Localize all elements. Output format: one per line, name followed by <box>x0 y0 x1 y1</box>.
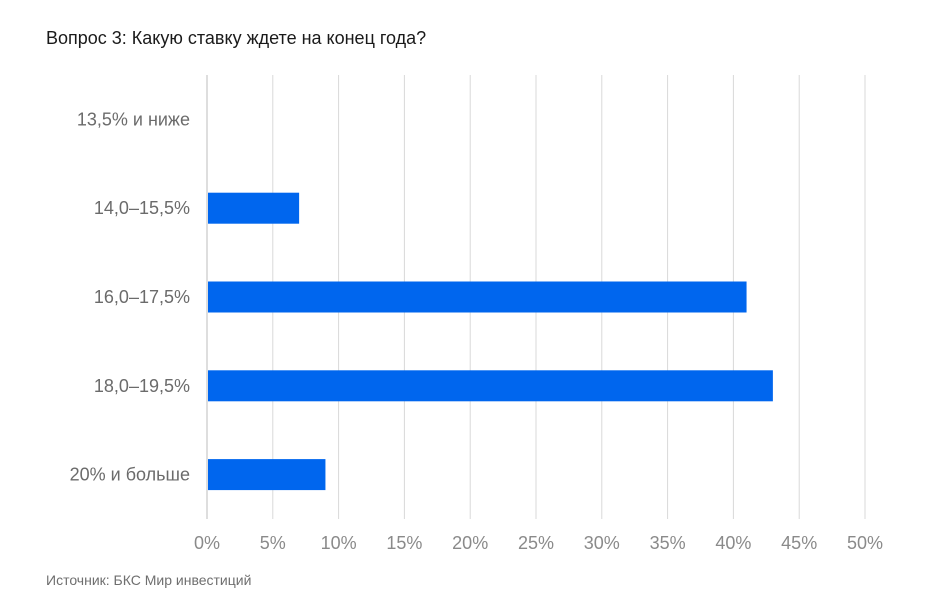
source-note: Источник: БКС Мир инвестиций <box>46 572 252 588</box>
x-tick-label: 45% <box>781 533 817 553</box>
x-tick-label: 50% <box>847 533 883 553</box>
bar <box>208 370 773 402</box>
x-tick-labels: 0% 5% 10% 15% 20% 25% 30% 35% 40% 45% 50% <box>194 533 883 553</box>
x-tick-label: 10% <box>321 533 357 553</box>
category-labels: 13,5% и ниже 14,0–15,5% 16,0–17,5% 18,0–19,… <box>70 109 190 484</box>
x-tick-label: 30% <box>584 533 620 553</box>
x-tick-label: 35% <box>650 533 686 553</box>
bars <box>208 192 773 491</box>
x-tick-label: 40% <box>715 533 751 553</box>
bar <box>208 281 747 313</box>
category-label: 18,0–19,5% <box>94 376 190 396</box>
bar <box>208 459 326 491</box>
bar <box>208 192 300 224</box>
category-label: 16,0–17,5% <box>94 287 190 307</box>
category-label: 13,5% и ниже <box>77 109 190 129</box>
x-tick-label: 25% <box>518 533 554 553</box>
category-label: 20% и больше <box>70 465 190 485</box>
category-label: 14,0–15,5% <box>94 198 190 218</box>
x-tick-label: 0% <box>194 533 220 553</box>
x-tick-label: 20% <box>452 533 488 553</box>
x-tick-label: 5% <box>260 533 286 553</box>
x-tick-label: 15% <box>386 533 422 553</box>
chart-title: Вопрос 3: Какую ставку ждете на конец го… <box>46 28 427 48</box>
